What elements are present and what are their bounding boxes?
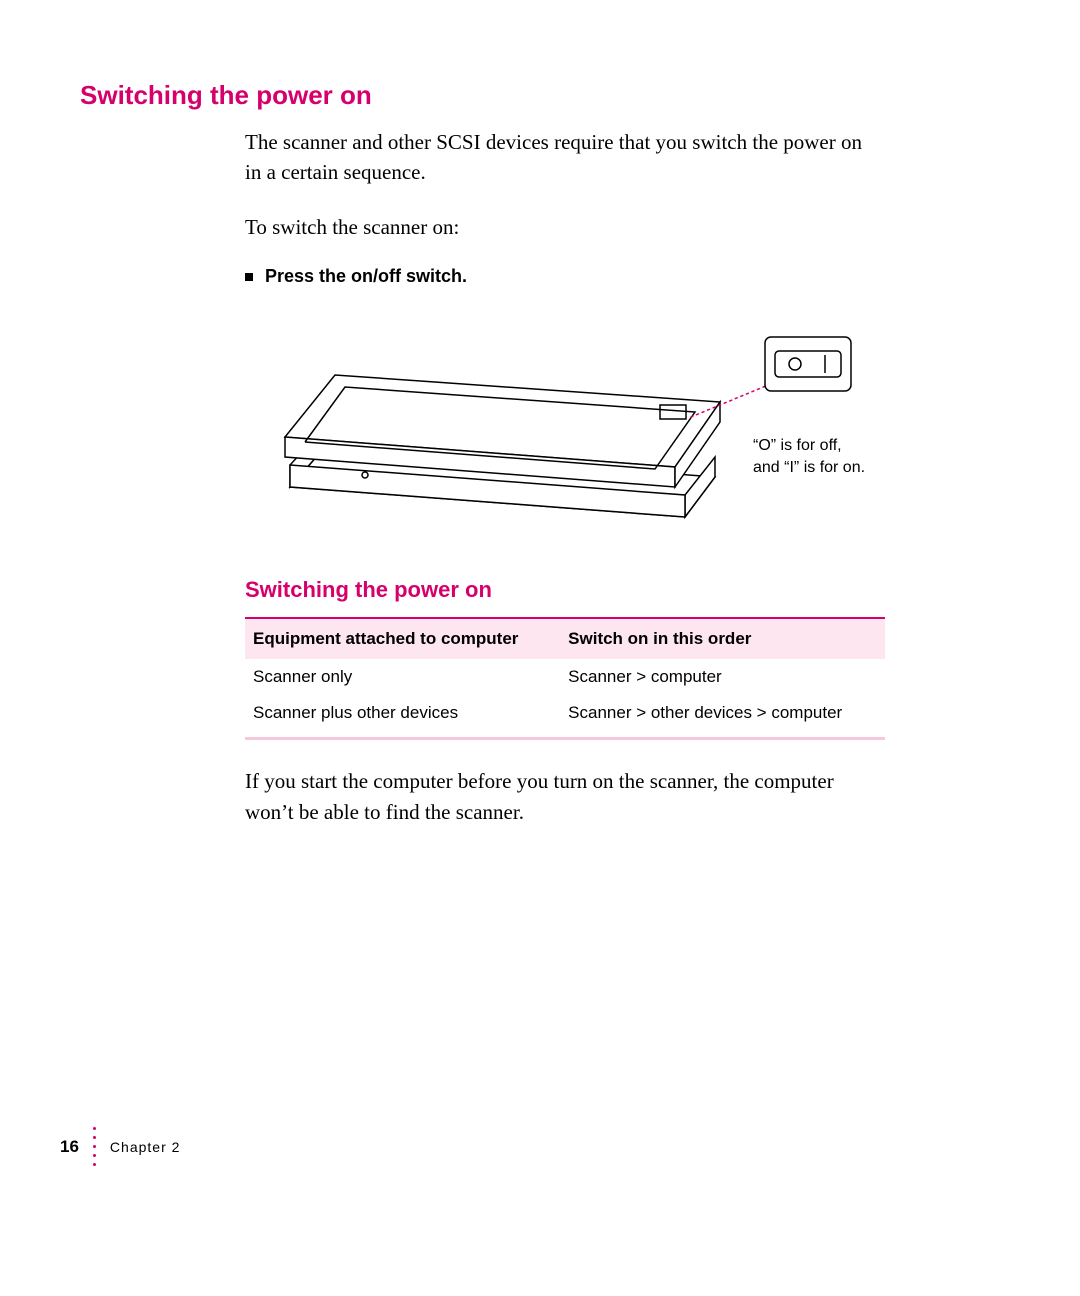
bullet-text: Press the on/off switch. [265, 266, 467, 287]
paragraph-lead: To switch the scanner on: [245, 212, 880, 242]
scanner-figure: “O” is for off, and “I” is for on. [245, 307, 880, 547]
table-header-order: Switch on in this order [560, 618, 885, 659]
paragraph-intro: The scanner and other SCSI devices requi… [245, 127, 880, 188]
main-heading: Switching the power on [80, 80, 880, 111]
callout-line2: and “I” is for on. [753, 459, 865, 476]
table-header-equipment: Equipment attached to computer [245, 618, 560, 659]
cell-order: Scanner > other devices > computer [560, 695, 885, 739]
paragraph-note: If you start the computer before you tur… [245, 766, 880, 827]
table-row: Scanner plus other devices Scanner > oth… [245, 695, 885, 739]
dot-divider-icon [93, 1127, 96, 1166]
page-number: 16 [60, 1137, 79, 1157]
page: Switching the power on The scanner and o… [0, 0, 1080, 1296]
page-footer: 16 Chapter 2 [60, 1127, 180, 1166]
square-bullet-icon [245, 273, 253, 281]
callout-line1: “O” is for off, [753, 437, 842, 454]
table-header-row: Equipment attached to computer Switch on… [245, 618, 885, 659]
cell-equipment: Scanner only [245, 659, 560, 695]
chapter-label: Chapter 2 [110, 1139, 180, 1155]
power-order-table: Equipment attached to computer Switch on… [245, 617, 885, 740]
cell-order: Scanner > computer [560, 659, 885, 695]
callout-text: “O” is for off, and “I” is for on. [753, 435, 865, 478]
sub-heading: Switching the power on [245, 577, 880, 603]
scanner-illustration [245, 307, 885, 547]
bullet-item: Press the on/off switch. [245, 266, 880, 287]
cell-equipment: Scanner plus other devices [245, 695, 560, 739]
table-row: Scanner only Scanner > computer [245, 659, 885, 695]
